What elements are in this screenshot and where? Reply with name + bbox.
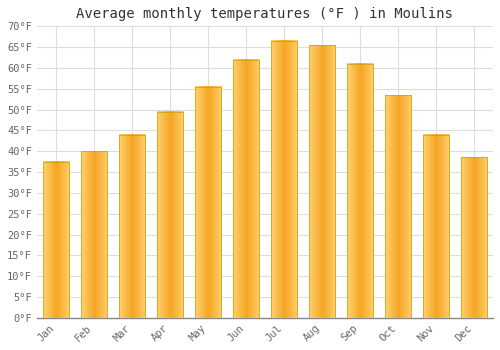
Bar bbox=[194, 87, 221, 318]
Bar bbox=[460, 158, 487, 318]
Bar bbox=[270, 41, 297, 318]
Bar bbox=[308, 45, 336, 318]
Bar bbox=[42, 162, 69, 318]
Title: Average monthly temperatures (°F ) in Moulins: Average monthly temperatures (°F ) in Mo… bbox=[76, 7, 454, 21]
Bar bbox=[232, 60, 259, 318]
Bar bbox=[346, 64, 374, 318]
Bar bbox=[156, 112, 183, 318]
Bar bbox=[118, 135, 145, 318]
Bar bbox=[422, 135, 450, 318]
Bar bbox=[80, 151, 107, 318]
Bar bbox=[384, 95, 411, 318]
